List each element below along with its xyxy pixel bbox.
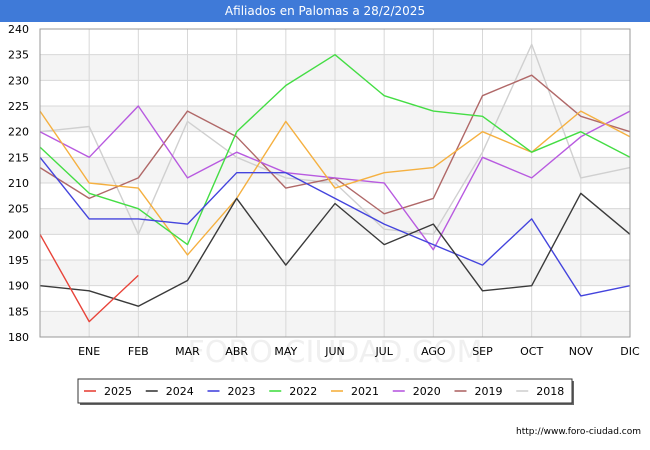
series-line-2024 <box>39 192 631 307</box>
legend: 2025 2024 2023 2022 2021 2020 2019 2018 <box>77 378 574 405</box>
x-tick-label: SEP <box>472 345 493 358</box>
y-tick-label: 230 <box>8 74 29 87</box>
x-tick-label: OCT <box>520 345 543 358</box>
legend-label-2019: 2019 <box>475 385 503 398</box>
series-line-2023 <box>39 156 631 297</box>
x-tick-label: DIC <box>620 345 640 358</box>
source-url[interactable]: http://www.foro-ciudad.com <box>516 427 641 437</box>
series-line-2018 <box>39 43 631 236</box>
legend-label-2021: 2021 <box>351 385 379 398</box>
x-tick-label: JUL <box>374 345 393 358</box>
y-tick-label: 205 <box>8 203 29 216</box>
legend-label-2024: 2024 <box>166 385 194 398</box>
y-tick-label: 200 <box>8 228 29 241</box>
y-tick-label: 220 <box>8 126 29 139</box>
x-tick-label: ABR <box>225 345 248 358</box>
series-line-2025 <box>39 233 139 323</box>
x-tick-label: AGO <box>421 345 446 358</box>
x-tick-label: JUN <box>324 345 345 358</box>
legend-label-2020: 2020 <box>413 385 441 398</box>
x-tick-label: FEB <box>128 345 149 358</box>
y-tick-label: 185 <box>8 305 29 318</box>
y-axis-ticks: 180 185 190 195 200 205 210 215 220 225 230 235 240 <box>8 23 29 344</box>
series-lines <box>39 43 631 323</box>
legend-label-2023: 2023 <box>228 385 256 398</box>
x-tick-label: NOV <box>569 345 594 358</box>
legend-label-2025: 2025 <box>104 385 132 398</box>
x-tick-label: MAR <box>175 345 200 358</box>
y-tick-label: 210 <box>8 177 29 190</box>
y-tick-label: 190 <box>8 280 29 293</box>
watermark: FORO-CIUDAD.COM <box>188 335 483 370</box>
series-line-2020 <box>39 105 631 251</box>
legend-label-2022: 2022 <box>289 385 317 398</box>
series-line-2022 <box>39 54 631 246</box>
y-tick-label: 225 <box>8 100 29 113</box>
x-axis-ticks: ENE FEB MAR ABR MAY JUN JUL AGO SEP OCT NOV DIC <box>78 345 640 358</box>
y-tick-label: 195 <box>8 254 29 267</box>
legend-box <box>77 378 573 404</box>
legend-label-2018: 2018 <box>536 385 564 398</box>
chart-title: Afiliados en Palomas a 28/2/2025 <box>0 0 650 22</box>
plot-frame <box>39 28 631 338</box>
x-tick-label: ENE <box>78 345 100 358</box>
y-tick-label: 240 <box>8 23 29 36</box>
y-tick-label: 180 <box>8 331 29 344</box>
y-tick-label: 235 <box>8 49 29 62</box>
x-tick-label: MAY <box>274 345 297 358</box>
y-tick-label: 215 <box>8 151 29 164</box>
